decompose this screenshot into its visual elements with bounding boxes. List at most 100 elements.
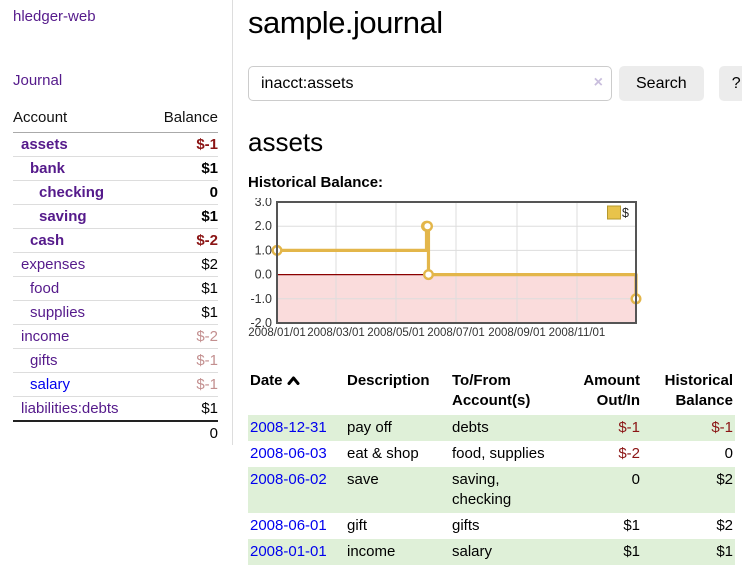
account-row: supplies $1 <box>13 300 218 325</box>
transaction-row[interactable]: 2008-01-01 income salary $1 $1 <box>248 539 735 565</box>
register-header-amount[interactable]: Amount Out/In <box>583 372 640 409</box>
transaction-row[interactable]: 2008-06-03 eat & shop food, supplies $-2 0 <box>248 441 735 467</box>
transaction-amount: $1 <box>623 517 640 534</box>
svg-text:2008/09/01: 2008/09/01 <box>488 327 546 339</box>
transaction-accounts: food, supplies <box>452 445 545 462</box>
sidebar-item-journal[interactable]: Journal <box>13 72 63 89</box>
transaction-description: gift <box>347 517 368 534</box>
account-link-salary[interactable]: salary <box>30 376 71 393</box>
account-row: salary $-1 <box>13 372 218 397</box>
main-content: sample.journal × Search ? assets Histori… <box>233 0 742 565</box>
svg-text:2008/11/01: 2008/11/01 <box>549 327 606 339</box>
account-row: gifts $-1 <box>13 348 218 373</box>
account-balance: $1 <box>201 400 218 417</box>
register-header-balance[interactable]: Historical Balance <box>664 372 733 409</box>
transaction-accounts: gifts <box>452 517 480 534</box>
account-balance: $-1 <box>196 136 218 153</box>
svg-text:3.0: 3.0 <box>255 198 272 209</box>
account-row: food $1 <box>13 276 218 301</box>
account-row: income $-2 <box>13 324 218 349</box>
accounts-header-account: Account <box>13 109 68 126</box>
transaction-date[interactable]: 2008-01-01 <box>248 539 345 565</box>
account-link-expenses[interactable]: expenses <box>21 256 86 273</box>
account-link-bank[interactable]: bank <box>30 160 66 177</box>
transaction-balance: $-1 <box>711 419 733 436</box>
help-button[interactable]: ? <box>718 66 742 101</box>
brand-link[interactable]: hledger-web <box>13 8 96 25</box>
clear-search-icon[interactable]: × <box>593 74 603 91</box>
account-link-food[interactable]: food <box>30 280 60 297</box>
transaction-description: save <box>347 471 379 488</box>
account-heading: assets <box>248 127 324 157</box>
search-input-wrap: × <box>248 66 612 101</box>
transaction-balance: $2 <box>716 471 733 488</box>
account-link-saving[interactable]: saving <box>39 208 87 225</box>
transaction-amount: 0 <box>631 471 640 488</box>
transaction-accounts: debts <box>452 419 489 436</box>
register-table: Date Description To/From Account(s) Amou… <box>248 367 735 565</box>
svg-text:2008/05/01: 2008/05/01 <box>367 327 425 339</box>
brand: hledger-web <box>13 8 218 26</box>
transaction-date-link[interactable]: 2008-06-02 <box>250 471 327 488</box>
transaction-amount: $-2 <box>618 445 640 462</box>
transaction-date-link[interactable]: 2008-12-31 <box>250 419 327 436</box>
svg-text:2.0: 2.0 <box>255 219 272 233</box>
sidebar-nav: Journal <box>13 72 218 90</box>
svg-text:$: $ <box>622 206 629 220</box>
svg-text:-1.0: -1.0 <box>250 292 272 306</box>
account-balance: $-1 <box>196 352 218 369</box>
search-button[interactable]: Search <box>619 66 704 101</box>
transaction-date-link[interactable]: 2008-06-01 <box>250 517 327 534</box>
account-link-gifts[interactable]: gifts <box>30 352 58 369</box>
transaction-date[interactable]: 2008-06-01 <box>248 513 345 539</box>
account-link-assets[interactable]: assets <box>21 136 68 153</box>
svg-text:-2.0: -2.0 <box>250 316 272 330</box>
transaction-balance: $1 <box>716 543 733 560</box>
account-link-checking[interactable]: checking <box>39 184 105 201</box>
account-row: saving $1 <box>13 204 218 229</box>
account-balance: $1 <box>201 304 218 321</box>
svg-text:2008/03/01: 2008/03/01 <box>307 327 365 339</box>
svg-text:1.0: 1.0 <box>255 243 272 257</box>
register-header-accounts[interactable]: To/From Account(s) <box>452 372 531 409</box>
register-header-row: Date Description To/From Account(s) Amou… <box>248 367 735 415</box>
transaction-accounts: salary <box>452 543 493 560</box>
account-link-liabilities-debts[interactable]: liabilities:debts <box>21 400 119 417</box>
search-input[interactable] <box>248 66 612 101</box>
svg-text:2008/01/01: 2008/01/01 <box>248 327 306 339</box>
transaction-row[interactable]: 2008-12-31 pay off debts $-1 $-1 <box>248 415 735 441</box>
transaction-description: income <box>347 543 396 560</box>
transaction-description: pay off <box>347 419 392 436</box>
transaction-row[interactable]: 2008-06-02 save saving, checking 0 $2 <box>248 467 735 513</box>
transaction-date[interactable]: 2008-12-31 <box>248 415 345 441</box>
register-header-description[interactable]: Description <box>347 372 430 389</box>
account-row: bank $1 <box>13 156 218 181</box>
historical-balance-chart[interactable]: 3.0 2.0 1.0 0.0 -1.0 -2.0 2008/01/01 2008/03/01… <box>248 195 742 345</box>
account-row: cash $-2 <box>13 228 218 253</box>
transaction-date-link[interactable]: 2008-01-01 <box>250 543 327 560</box>
account-link-income[interactable]: income <box>21 328 70 345</box>
accounts-table: Account Balance assets $-1 bank $1 checking 0… <box>13 106 218 445</box>
accounts-total-spacer <box>13 421 148 445</box>
account-balance: $1 <box>201 280 218 297</box>
transaction-date-link[interactable]: 2008-06-03 <box>250 445 327 462</box>
transaction-date[interactable]: 2008-06-02 <box>248 467 345 513</box>
svg-text:0.0: 0.0 <box>255 268 272 282</box>
account-balance: $-2 <box>196 328 218 345</box>
account-row: assets $-1 <box>13 133 218 157</box>
register-header-date[interactable]: Date <box>248 367 345 415</box>
account-link-cash[interactable]: cash <box>30 232 65 249</box>
account-link-supplies[interactable]: supplies <box>30 304 86 321</box>
transaction-accounts: saving, checking <box>452 471 512 508</box>
app: hledger-web Journal Account Balance asse… <box>13 0 742 565</box>
sort-ascending-icon <box>287 376 300 385</box>
transaction-date[interactable]: 2008-06-03 <box>248 441 345 467</box>
account-balance: $1 <box>201 208 218 225</box>
transaction-description: eat & shop <box>347 445 419 462</box>
transaction-balance: $2 <box>716 517 733 534</box>
accounts-total-value: 0 <box>209 425 218 442</box>
search-form: × Search ? <box>248 66 742 101</box>
transaction-row[interactable]: 2008-06-01 gift gifts $1 $2 <box>248 513 735 539</box>
accounts-total-row: 0 <box>13 421 218 445</box>
